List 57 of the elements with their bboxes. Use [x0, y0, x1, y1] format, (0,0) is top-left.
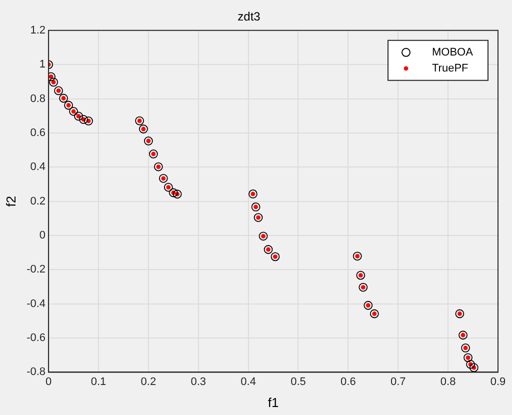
y-tick-label: 1: [39, 58, 46, 71]
chart-title: zdt3: [238, 10, 261, 24]
point: [270, 252, 280, 262]
y-tick-label: -0.2: [26, 264, 46, 276]
point: [461, 343, 470, 352]
x-tick-label: 0.3: [190, 376, 206, 388]
point: [54, 86, 63, 96]
point: [464, 353, 472, 362]
x-tick-label: 0.4: [240, 376, 256, 388]
y-tick-label: 0: [39, 230, 46, 242]
y-tick-label: 0.6: [30, 126, 46, 139]
y-axis-title: f2: [3, 196, 18, 207]
point: [352, 252, 362, 261]
y-tick-label: -0.6: [26, 332, 46, 344]
point: [168, 188, 178, 198]
point: [251, 202, 260, 212]
point: [466, 360, 475, 369]
y-tick-label: 1.2: [30, 24, 46, 36]
point: [164, 182, 173, 192]
point: [264, 245, 273, 254]
y-tick-label: -0.4: [26, 298, 46, 310]
x-tick-label: 0.1: [90, 376, 106, 388]
y-tick-label: 0.2: [30, 195, 46, 208]
point: [370, 309, 379, 318]
point: [458, 330, 468, 340]
point: [69, 106, 78, 116]
point: [455, 309, 464, 318]
point: [172, 190, 182, 199]
x-tick-label: 0.7: [390, 376, 406, 388]
point: [258, 232, 268, 241]
point: [154, 162, 163, 172]
y-tick-label: 0.4: [30, 161, 46, 174]
point: [138, 124, 148, 134]
point: [74, 112, 83, 121]
point: [356, 270, 366, 280]
legend-label: TruePF: [432, 62, 469, 74]
x-tick-label: 0.5: [290, 376, 306, 388]
x-tick-label: 0.6: [340, 376, 356, 388]
point: [148, 150, 158, 158]
point: [254, 213, 263, 222]
point: [64, 100, 73, 110]
legend-label: MOBOA: [432, 46, 474, 58]
x-tick-label: 0.9: [490, 376, 506, 388]
point: [79, 114, 88, 124]
point: [469, 363, 478, 372]
x-axis-title: f1: [268, 394, 279, 410]
point: [144, 136, 153, 146]
point: [59, 94, 68, 103]
x-tick-label: 0.2: [140, 376, 156, 388]
x-tick-label: 0.8: [440, 376, 456, 388]
point: [135, 116, 144, 126]
y-tick-label: -0.8: [26, 366, 46, 378]
point: [158, 174, 168, 183]
point: [358, 282, 368, 292]
point: [49, 78, 58, 87]
y-tick-label: 0.8: [30, 92, 46, 105]
point: [364, 300, 373, 310]
